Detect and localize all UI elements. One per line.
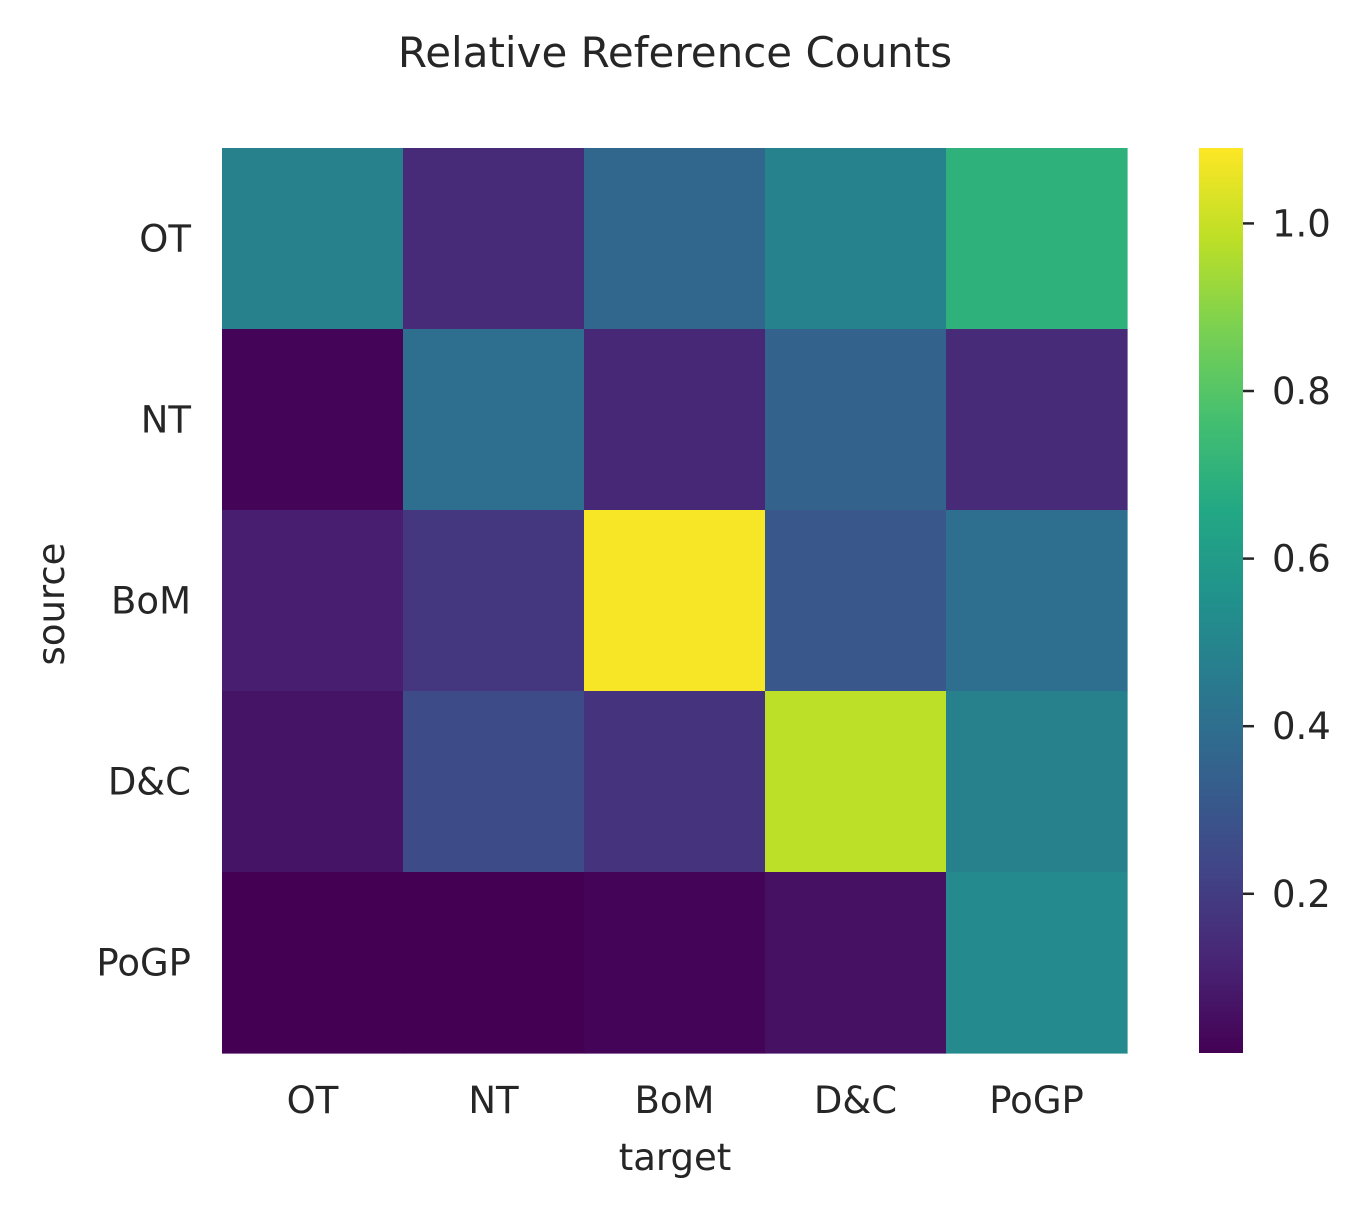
y-tick-labels: OT NT BoM D&C PoGP (96, 218, 191, 985)
x-tick-label: OT (287, 1079, 339, 1122)
heatmap-cell (222, 148, 404, 330)
y-tick-label: BoM (111, 580, 191, 623)
heatmap-cell (765, 510, 947, 692)
colorbar-ticks: 0.2 0.4 0.6 0.8 1.0 (1243, 202, 1331, 916)
x-tick-label: PoGP (989, 1079, 1084, 1122)
y-tick-label: NT (141, 399, 192, 442)
x-tick-label: BoM (635, 1079, 715, 1122)
heatmap-cell (222, 510, 404, 692)
colorbar-tick-label: 0.4 (1272, 705, 1331, 748)
y-tick-label: PoGP (96, 942, 191, 985)
colorbar-tick-label: 0.8 (1272, 370, 1331, 413)
heatmap-cell (765, 329, 947, 511)
y-tick-label: D&C (108, 761, 191, 804)
y-axis-label: source (30, 543, 73, 666)
heatmap-cell (403, 691, 585, 873)
x-tick-labels: OT NT BoM D&C PoGP (287, 1079, 1084, 1122)
x-axis-label: target (619, 1136, 732, 1179)
heatmap-cells (222, 148, 1128, 1054)
heatmap-cell (222, 329, 404, 511)
heatmap-cell (765, 872, 947, 1054)
heatmap-cell (946, 510, 1128, 692)
heatmap-cell (765, 691, 947, 873)
heatmap-cell (946, 691, 1128, 873)
heatmap-cell (946, 329, 1128, 511)
heatmap-cell (946, 148, 1128, 330)
heatmap-cell (222, 872, 404, 1054)
x-tick-label: NT (468, 1079, 519, 1122)
heatmap-cell (584, 148, 766, 330)
heatmap-cell (765, 148, 947, 330)
colorbar (1199, 148, 1243, 1053)
colorbar-tick-label: 1.0 (1272, 202, 1331, 245)
colorbar-tick-label: 0.2 (1272, 873, 1331, 916)
heatmap-cell (584, 510, 766, 692)
colorbar-tick-label: 0.6 (1272, 538, 1331, 581)
heatmap-cell (584, 872, 766, 1054)
heatmap-cell (946, 872, 1128, 1054)
heatmap-cell (403, 329, 585, 511)
y-tick-label: OT (139, 218, 191, 261)
heatmap-cell (222, 691, 404, 873)
heatmap-cell (584, 329, 766, 511)
heatmap-cell (403, 872, 585, 1054)
chart-title: Relative Reference Counts (398, 28, 952, 77)
heatmap-cell (403, 510, 585, 692)
heatmap-cell (403, 148, 585, 330)
heatmap-cell (584, 691, 766, 873)
x-tick-label: D&C (814, 1079, 897, 1122)
